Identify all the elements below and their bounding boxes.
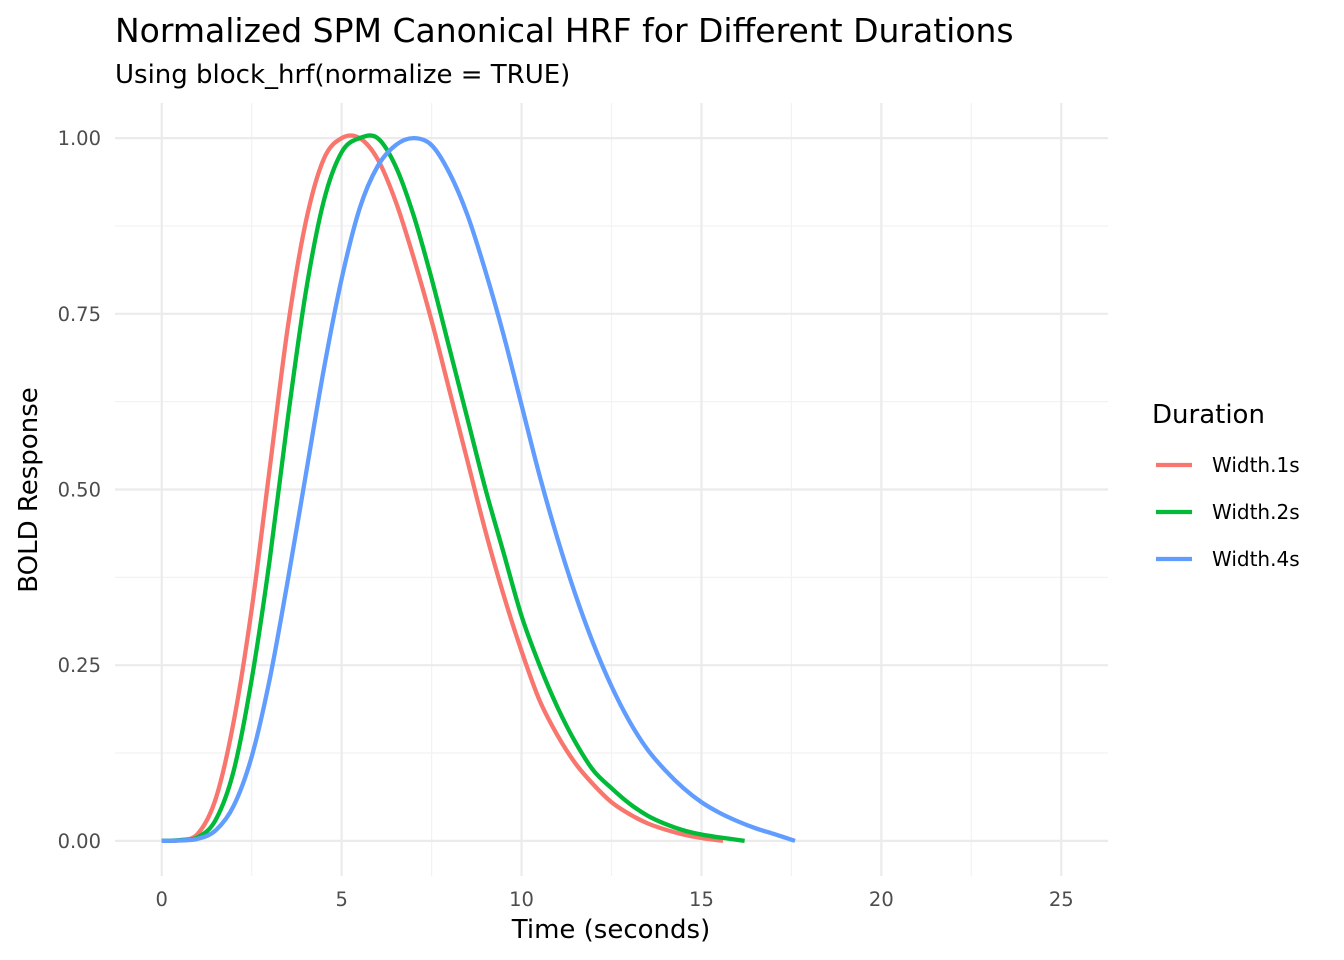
y-axis-title: BOLD Response bbox=[14, 387, 44, 593]
legend-label-width-4s: Width.4s bbox=[1212, 547, 1300, 571]
x-tick-label: 15 bbox=[689, 888, 714, 911]
x-tick-label: 25 bbox=[1049, 888, 1074, 911]
y-tick-label: 1.00 bbox=[58, 127, 101, 150]
legend-title: Duration bbox=[1152, 400, 1265, 430]
x-tick-label: 0 bbox=[156, 888, 168, 911]
legend-items: Width.1s Width.2s Width.4s bbox=[1156, 453, 1300, 571]
legend: Duration Width.1s Width.2s Width.4s bbox=[1152, 400, 1300, 571]
x-tick-label: 20 bbox=[869, 888, 894, 911]
x-axis-title: Time (seconds) bbox=[511, 915, 710, 945]
y-tick-label: 0.75 bbox=[58, 303, 101, 326]
y-tick-label: 0.50 bbox=[58, 479, 101, 502]
legend-label-width-1s: Width.1s bbox=[1212, 453, 1300, 477]
series-line-width-1s bbox=[161, 133, 724, 844]
series-line-width-4s bbox=[161, 135, 796, 844]
y-tick-label: 0.00 bbox=[58, 830, 101, 853]
x-tick-label: 10 bbox=[509, 888, 534, 911]
legend-label-width-2s: Width.2s bbox=[1212, 500, 1300, 524]
y-tick-label: 0.25 bbox=[58, 654, 101, 677]
grid bbox=[115, 103, 1108, 876]
series-line-width-2s bbox=[161, 133, 745, 844]
series-lines bbox=[161, 133, 796, 844]
tick-labels: 0 5 10 15 20 25 0.00 0.25 0.50 0.75 1.00 bbox=[58, 127, 1074, 911]
chart-subtitle: Using block_hrf(normalize = TRUE) bbox=[115, 60, 570, 90]
x-tick-label: 5 bbox=[335, 888, 347, 911]
chart-title: Normalized SPM Canonical HRF for Differe… bbox=[115, 11, 1014, 50]
